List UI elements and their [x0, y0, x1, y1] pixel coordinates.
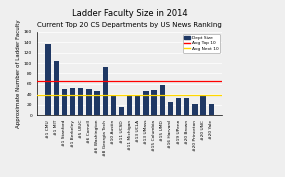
Bar — [192, 104, 198, 115]
Bar — [111, 95, 116, 115]
Bar — [46, 44, 51, 115]
Y-axis label: Approximate Number of Ladder Faculty: Approximate Number of Ladder Faculty — [16, 19, 21, 128]
Legend: Dept Size, Avg Top 10, Avg Next 10: Dept Size, Avg Top 10, Avg Next 10 — [183, 34, 220, 53]
Bar — [86, 89, 91, 115]
Bar — [160, 85, 165, 115]
Text: Current Top 20 CS Departments by US News Ranking: Current Top 20 CS Departments by US News… — [37, 22, 222, 28]
Bar — [184, 98, 190, 115]
Bar — [200, 95, 206, 115]
Bar — [135, 95, 141, 115]
Bar — [62, 88, 67, 115]
Bar — [54, 61, 59, 115]
Bar — [168, 102, 173, 115]
Bar — [70, 88, 75, 115]
Bar — [143, 91, 149, 115]
Bar — [152, 90, 157, 115]
Bar — [176, 98, 181, 115]
Bar — [209, 104, 214, 115]
Bar — [94, 91, 100, 115]
Bar — [127, 95, 132, 115]
Bar — [103, 67, 108, 115]
Text: Ladder Faculty Size in 2014: Ladder Faculty Size in 2014 — [72, 9, 188, 18]
Bar — [78, 88, 84, 115]
Bar — [119, 107, 124, 115]
